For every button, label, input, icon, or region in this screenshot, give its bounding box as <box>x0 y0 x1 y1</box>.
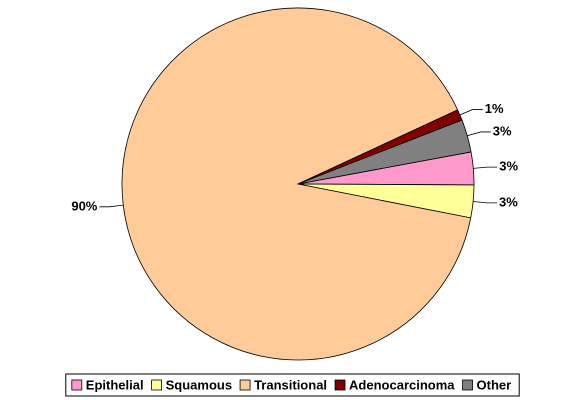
data-label: 3% <box>499 159 518 174</box>
legend-label: Other <box>477 377 512 392</box>
data-label: 3% <box>499 194 518 209</box>
leader-line <box>99 204 124 208</box>
legend-box <box>65 373 520 397</box>
legend-swatch <box>462 379 473 391</box>
legend-swatch <box>71 379 83 391</box>
leader-line <box>467 131 491 137</box>
data-label: 3% <box>493 123 512 138</box>
legend: Epithelial Squamous Transitional Adenocarci… <box>65 373 520 397</box>
data-label: 90% <box>71 198 97 213</box>
legend-swatch <box>239 379 251 391</box>
leader-line <box>473 201 498 204</box>
pie-slice <box>121 7 472 361</box>
leader-line <box>473 166 498 169</box>
legend-label: Epithelial <box>86 377 144 392</box>
leader-line <box>459 109 483 116</box>
legend-label: Transitional <box>254 377 327 392</box>
data-label: 1% <box>485 101 504 116</box>
legend-label: Squamous <box>166 377 232 392</box>
legend-label: Adenocarcinoma <box>349 377 455 392</box>
legend-swatch <box>151 379 163 391</box>
legend-swatch <box>334 379 346 391</box>
